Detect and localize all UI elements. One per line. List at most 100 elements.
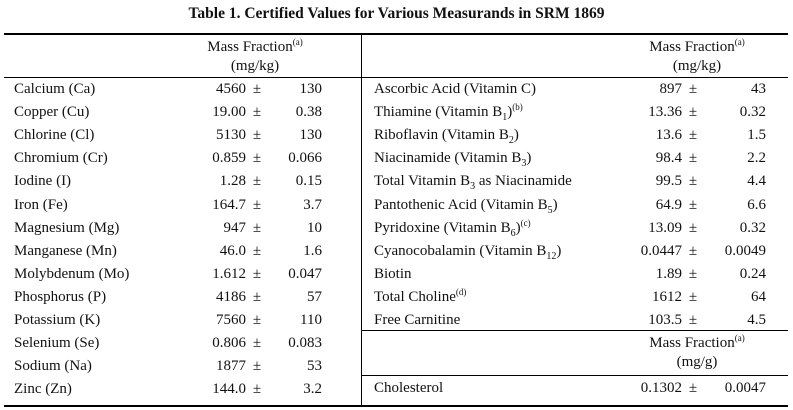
certified-value: 164.7 — [212, 196, 246, 213]
table-row: Free Carnitine 103.5 ±4.5 — [0, 309, 793, 332]
plus-minus-sign: ± — [688, 380, 698, 396]
measurand-name: Manganese (Mn) — [14, 242, 117, 259]
table-title: Table 1. Certified Values for Various Me… — [188, 5, 605, 22]
uncertainty-value: 64 — [751, 288, 766, 305]
uncertainty-value: 0.24 — [739, 265, 766, 282]
uncertainty-value: 0.066 — [288, 150, 322, 167]
measurand-name: Biotin — [374, 265, 412, 282]
right-section-rule-bottom — [361, 375, 788, 376]
right-header-2-footnote: (a) — [734, 333, 745, 343]
measurand-name: Iron (Fe) — [14, 196, 68, 213]
table-row: Chlorine (Cl) 5130 ±130 — [0, 124, 793, 147]
uncertainty-value: 3.2 — [303, 381, 322, 398]
plus-minus-sign: ± — [688, 265, 698, 282]
certified-value: 947 — [223, 219, 247, 236]
measurand-name: Phosphorus (P) — [14, 288, 107, 305]
table-row: Cyanocobalamin (Vitamin B12) 0.0447 ±0.004… — [0, 240, 793, 263]
table-row: Ascorbic Acid (Vitamin C) 897 ±43 — [0, 78, 793, 101]
uncertainty-value: 1.5 — [747, 127, 766, 144]
left-header-footnote: (a) — [292, 37, 303, 47]
certified-value: 7560 — [216, 312, 246, 328]
uncertainty-value: 0.32 — [739, 104, 766, 121]
uncertainty-value: 0.0047 — [724, 380, 766, 396]
plus-minus-sign: ± — [688, 312, 698, 328]
table-row: Cholesterol 0.1302 ±0.0047 — [0, 377, 793, 400]
measurand-name: Niacinamide (Vitamin B3) — [374, 150, 532, 170]
certified-value: 1877 — [216, 358, 246, 375]
uncertainty-value: 130 — [299, 81, 323, 97]
plus-minus-sign: ± — [252, 335, 262, 352]
plus-minus-sign: ± — [688, 81, 698, 97]
left-header-rule — [4, 77, 361, 78]
table-frame — [4, 33, 788, 407]
table-row: Potassium (K) 7560 ±110 — [0, 309, 793, 332]
certified-value: 0.806 — [212, 335, 246, 352]
certified-value: 897 — [659, 81, 683, 97]
plus-minus-sign: ± — [252, 81, 262, 97]
certified-value: 4186 — [216, 288, 246, 305]
uncertainty-value: 130 — [299, 127, 323, 144]
table-row: Thiamine (Vitamin B1)(b) 13.36 ±0.32 — [0, 101, 793, 124]
left-header-label: Mass Fraction — [207, 39, 293, 55]
uncertainty-value: 6.6 — [747, 196, 766, 213]
measurand-name: Pantothenic Acid (Vitamin B5) — [374, 196, 558, 216]
plus-minus-sign: ± — [688, 173, 698, 190]
left-header: Mass Fraction(a) (mg/kg) — [170, 38, 340, 76]
table-row: Riboflavin (Vitamin B2) 13.6 ±1.5 — [0, 124, 793, 147]
table-row: Total Choline(d) 1612 ±64 — [0, 286, 793, 309]
uncertainty-value: 0.047 — [288, 265, 322, 282]
measurand-name: Chromium (Cr) — [14, 150, 108, 167]
certified-value: 1.612 — [212, 265, 246, 282]
plus-minus-sign: ± — [252, 312, 262, 328]
table-row: Iodine (I) 1.28 ±0.15 — [0, 170, 793, 193]
uncertainty-value: 0.32 — [739, 219, 766, 236]
certified-value: 0.0447 — [640, 242, 682, 259]
uncertainty-value: 0.0049 — [724, 242, 766, 259]
plus-minus-sign: ± — [252, 104, 262, 121]
table-row: Manganese (Mn) 46.0 ±1.6 — [0, 240, 793, 263]
uncertainty-value: 2.2 — [747, 150, 766, 167]
measurand-name: Magnesium (Mg) — [14, 219, 120, 236]
measurand-name: Cholesterol — [374, 380, 444, 396]
uncertainty-value: 4.5 — [747, 312, 766, 328]
table-row: Chromium (Cr) 0.859 ±0.066 — [0, 147, 793, 170]
right-header-rule — [361, 77, 788, 78]
column-divider — [361, 33, 362, 405]
measurand-name: Sodium (Na) — [14, 358, 92, 375]
uncertainty-value: 43 — [751, 81, 766, 97]
certified-value: 1.89 — [655, 265, 682, 282]
uncertainty-value: 3.7 — [303, 196, 322, 213]
left-header-unit: (mg/kg) — [230, 58, 280, 74]
certified-value: 1.28 — [219, 173, 246, 190]
right-header-unit: (mg/kg) — [672, 58, 722, 74]
certified-value: 0.1302 — [640, 380, 682, 396]
measurand-name: Pyridoxine (Vitamin B6)(c) — [374, 217, 531, 239]
uncertainty-value: 53 — [307, 358, 322, 375]
uncertainty-value: 4.4 — [747, 173, 766, 190]
table-row: Niacinamide (Vitamin B3) 98.4 ±2.2 — [0, 147, 793, 170]
measurand-name: Riboflavin (Vitamin B2) — [374, 127, 519, 147]
table-row: Total Vitamin B3 as Niacinamide 99.5 ±4.4 — [0, 170, 793, 193]
table-row: Sodium (Na) 1877 ±53 — [0, 355, 793, 378]
uncertainty-value: 0.083 — [288, 335, 322, 352]
table-row: Phosphorus (P) 4186 ±57 — [0, 286, 793, 309]
measurand-name: Thiamine (Vitamin B1)(b) — [374, 102, 523, 124]
table-row: Biotin 1.89 ±0.24 — [0, 263, 793, 286]
measurand-name: Free Carnitine — [374, 312, 461, 328]
uncertainty-value: 0.38 — [295, 104, 322, 121]
table-row: Selenium (Se) 0.806 ±0.083 — [0, 332, 793, 355]
uncertainty-value: 10 — [307, 219, 322, 236]
measurand-name: Cyanocobalamin (Vitamin B12) — [374, 242, 562, 262]
certified-value: 13.6 — [655, 127, 682, 144]
table-row: Pyridoxine (Vitamin B6)(c) 13.09 ±0.32 — [0, 217, 793, 240]
certified-value: 1612 — [652, 288, 682, 305]
measurand-name: Total Vitamin B3 as Niacinamide — [374, 173, 572, 193]
measurand-name: Molybdenum (Mo) — [14, 265, 130, 282]
table-row: Magnesium (Mg) 947 ±10 — [0, 217, 793, 240]
right-header-footnote: (a) — [734, 37, 745, 47]
certified-value: 103.5 — [648, 312, 682, 328]
table-row: Iron (Fe) 164.7 ±3.7 — [0, 194, 793, 217]
certified-value: 98.4 — [655, 150, 682, 167]
plus-minus-sign: ± — [252, 288, 262, 305]
measurand-name: Zinc (Zn) — [14, 381, 72, 398]
